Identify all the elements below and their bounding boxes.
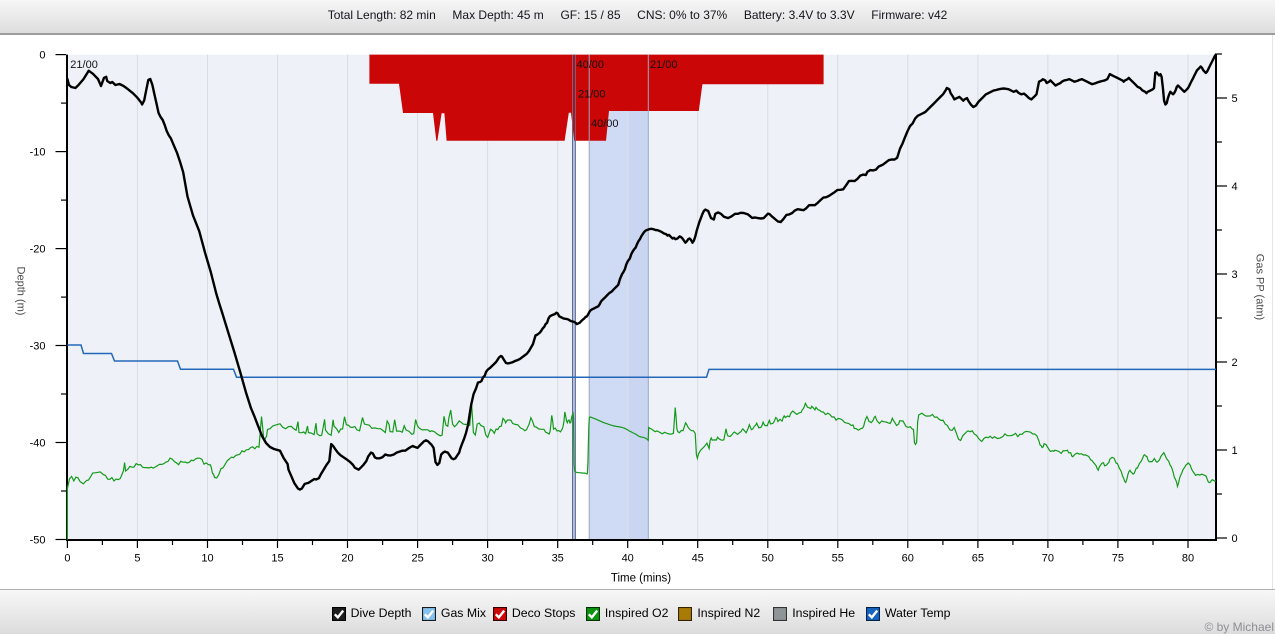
- svg-text:0: 0: [1232, 533, 1238, 545]
- svg-text:-40: -40: [30, 437, 46, 449]
- svg-text:60: 60: [902, 553, 914, 565]
- svg-text:Time (mins): Time (mins): [611, 573, 671, 585]
- svg-text:21/00: 21/00: [650, 59, 678, 71]
- svg-text:-10: -10: [30, 146, 46, 158]
- svg-text:50: 50: [762, 553, 774, 565]
- svg-text:5: 5: [1232, 93, 1238, 105]
- svg-text:Gas PP (atm): Gas PP (atm): [1254, 254, 1266, 320]
- svg-text:65: 65: [972, 553, 984, 565]
- svg-text:21/00: 21/00: [578, 89, 606, 101]
- svg-text:35: 35: [552, 553, 564, 565]
- svg-text:0: 0: [39, 49, 45, 61]
- svg-text:30: 30: [481, 553, 493, 565]
- svg-text:40/00: 40/00: [591, 118, 619, 130]
- svg-text:80: 80: [1182, 553, 1194, 565]
- svg-text:5: 5: [134, 553, 140, 565]
- svg-text:2: 2: [1232, 357, 1238, 369]
- svg-text:-50: -50: [30, 534, 46, 546]
- svg-text:55: 55: [832, 553, 844, 565]
- svg-text:70: 70: [1042, 553, 1054, 565]
- svg-text:20: 20: [341, 553, 353, 565]
- svg-text:45: 45: [692, 553, 704, 565]
- svg-text:-20: -20: [30, 243, 46, 255]
- svg-text:Depth (m): Depth (m): [15, 267, 27, 316]
- svg-text:25: 25: [411, 553, 423, 565]
- svg-text:10: 10: [201, 553, 213, 565]
- svg-text:-30: -30: [30, 340, 46, 352]
- svg-text:4: 4: [1232, 181, 1238, 193]
- svg-text:15: 15: [271, 553, 283, 565]
- svg-text:40/00: 40/00: [577, 59, 605, 71]
- svg-text:0: 0: [64, 553, 70, 565]
- svg-text:40: 40: [622, 553, 634, 565]
- svg-text:75: 75: [1112, 553, 1124, 565]
- svg-text:3: 3: [1232, 269, 1238, 281]
- svg-text:21/00: 21/00: [70, 59, 98, 71]
- svg-text:1: 1: [1232, 445, 1238, 457]
